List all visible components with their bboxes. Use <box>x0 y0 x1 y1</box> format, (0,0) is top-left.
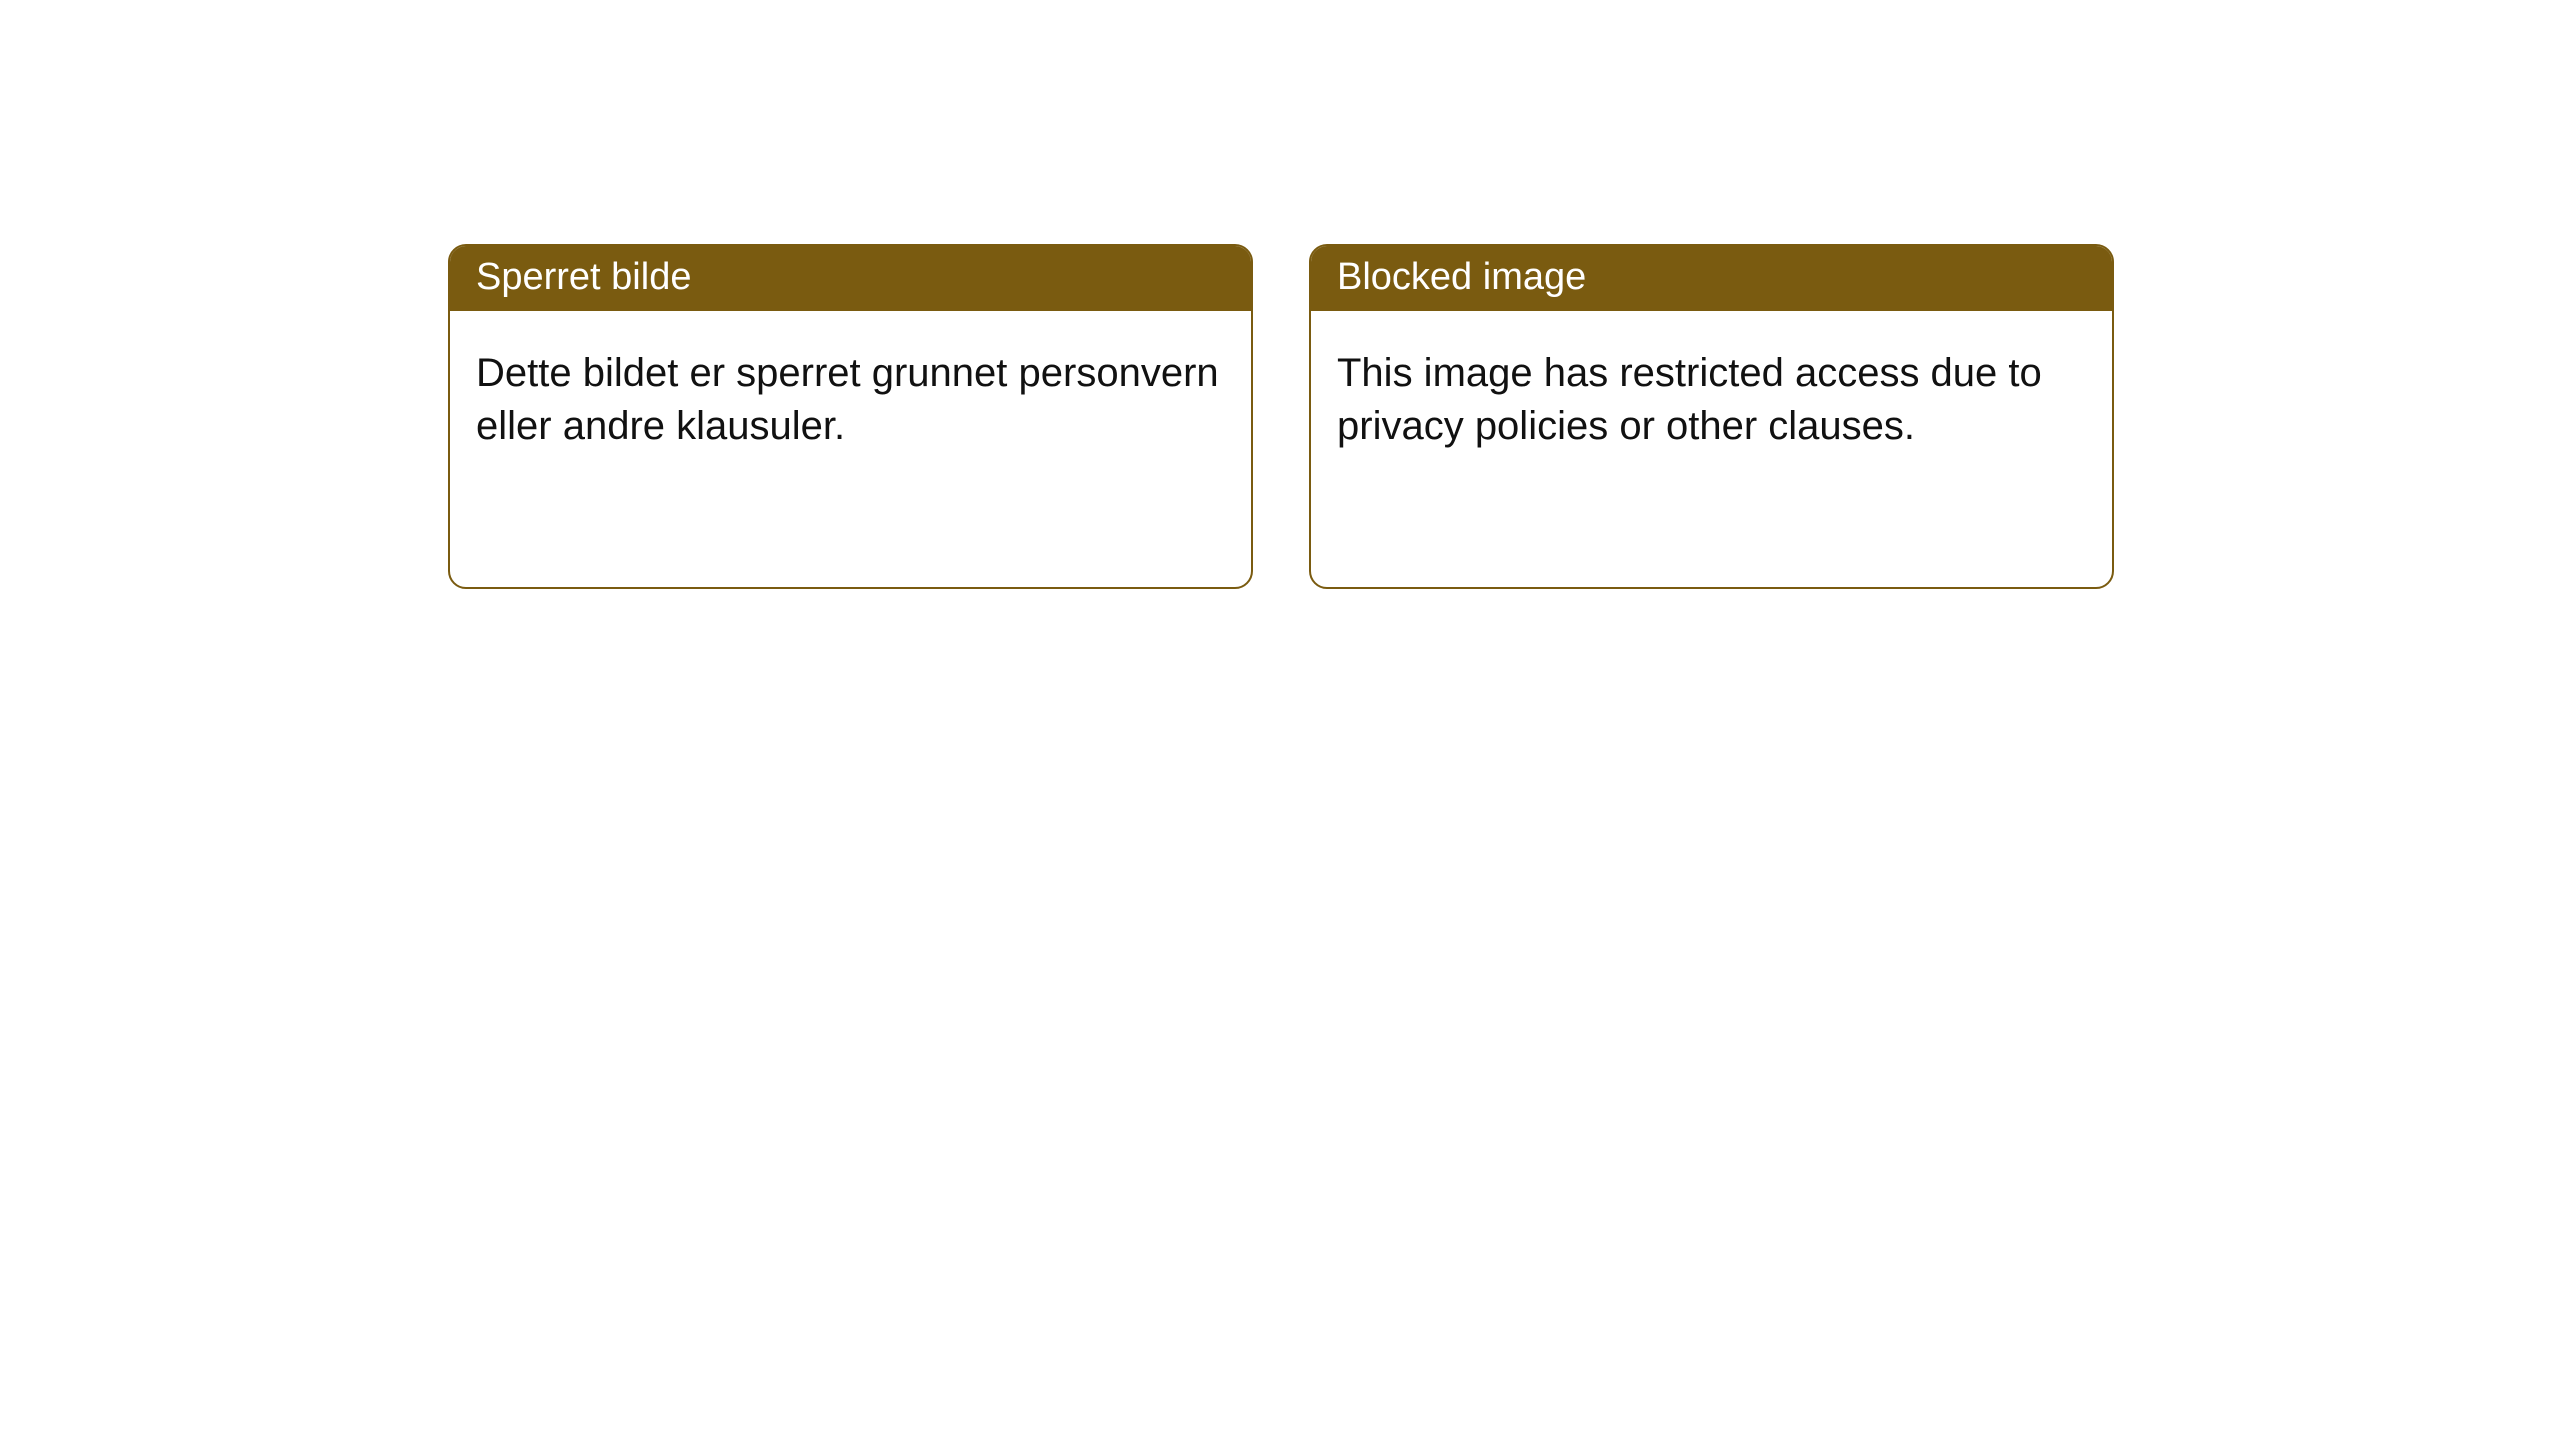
notice-card-english: Blocked image This image has restricted … <box>1309 244 2114 589</box>
card-body: This image has restricted access due to … <box>1311 311 2112 587</box>
notice-cards-container: Sperret bilde Dette bildet er sperret gr… <box>0 0 2560 589</box>
notice-card-norwegian: Sperret bilde Dette bildet er sperret gr… <box>448 244 1253 589</box>
card-body: Dette bildet er sperret grunnet personve… <box>450 311 1251 587</box>
card-header: Blocked image <box>1311 246 2112 311</box>
card-header: Sperret bilde <box>450 246 1251 311</box>
